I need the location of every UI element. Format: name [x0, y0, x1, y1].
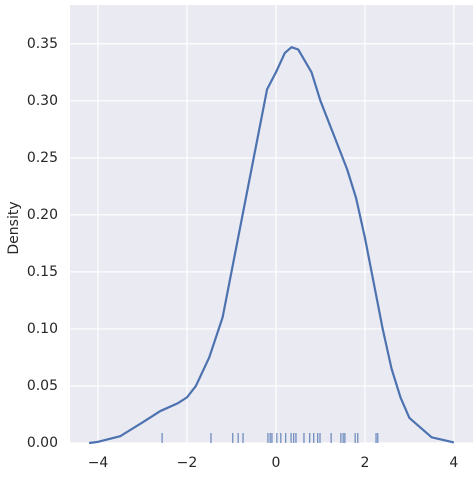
x-tick-label: 2 [360, 455, 369, 471]
x-tick-label: −4 [88, 455, 109, 471]
y-tick-label: 0.20 [27, 207, 58, 223]
x-tick-label: 0 [271, 455, 280, 471]
y-tick-label: 0.30 [27, 93, 58, 109]
y-tick-label: 0.00 [27, 435, 58, 451]
y-axis-label: Density [6, 201, 22, 254]
x-tick-label: 4 [449, 455, 458, 471]
density-line [88, 46, 455, 445]
x-tick-label: −2 [177, 455, 198, 471]
y-tick-label: 0.35 [27, 36, 58, 52]
y-tick-label: 0.15 [27, 264, 58, 280]
y-tick-label: 0.05 [27, 378, 58, 394]
y-tick-label: 0.10 [27, 321, 58, 337]
plot-background [70, 5, 473, 443]
y-tick-label: 0.25 [27, 150, 58, 166]
